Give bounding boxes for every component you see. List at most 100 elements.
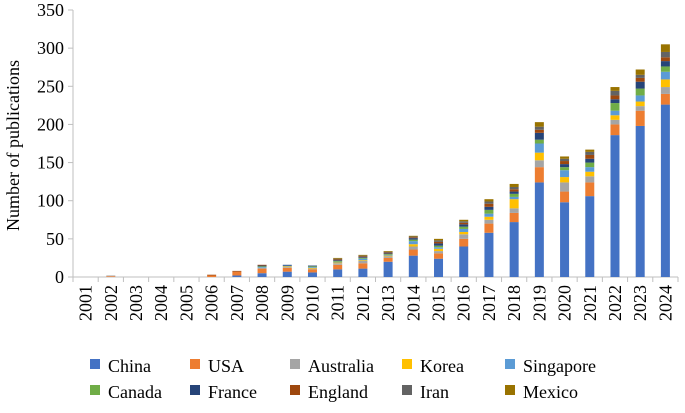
bar-segment-korea-2017 bbox=[484, 216, 494, 220]
legend-label: Iran bbox=[420, 381, 449, 402]
x-tick-label: 2011 bbox=[328, 285, 348, 320]
x-tick-label: 2019 bbox=[529, 285, 549, 321]
bar-segment-iran-2018 bbox=[509, 186, 519, 190]
legend-item-singapore: Singapore bbox=[505, 353, 596, 376]
x-tick-label: 2005 bbox=[176, 285, 196, 321]
bar-segment-australia-2002 bbox=[106, 275, 116, 277]
bar-segment-canada-2008 bbox=[257, 266, 267, 268]
legend-swatch bbox=[190, 384, 200, 395]
x-tick-label: 2017 bbox=[479, 285, 499, 321]
bar-segment-france-2008 bbox=[257, 265, 267, 267]
bar-segment-china-2009 bbox=[282, 271, 292, 277]
bar-segment-australia-2020 bbox=[560, 182, 570, 192]
legend-swatch bbox=[90, 384, 100, 395]
legend-label: Australia bbox=[308, 355, 374, 376]
legend-item-china: China bbox=[90, 353, 151, 376]
bar-segment-usa-2002 bbox=[106, 276, 116, 277]
legend: China USA Australia Korea Singapore Canada Fra… bbox=[0, 350, 685, 410]
bar-segment-usa-2023 bbox=[635, 110, 645, 126]
bar-segment-usa-2018 bbox=[509, 212, 519, 223]
bar-segment-singapore-2020 bbox=[560, 170, 570, 178]
bar-segment-usa-2006 bbox=[207, 275, 217, 277]
bar-segment-france-2023 bbox=[635, 81, 645, 89]
bar-segment-australia-2021 bbox=[585, 176, 595, 183]
bar-segment-china-2022 bbox=[610, 135, 620, 277]
bar-segment-france-2021 bbox=[585, 158, 595, 163]
bar-segment-singapore-2015 bbox=[434, 247, 444, 249]
bar-segment-iran-2017 bbox=[484, 201, 494, 204]
bar-segment-france-2020 bbox=[560, 164, 570, 168]
bar-segment-singapore-2010 bbox=[307, 267, 317, 268]
legend-label: China bbox=[108, 355, 151, 376]
bar-segment-usa-2017 bbox=[484, 223, 494, 233]
bar-segment-france-2016 bbox=[459, 224, 469, 227]
bar-segment-korea-2016 bbox=[459, 231, 469, 235]
bar-segment-singapore-2012 bbox=[358, 258, 368, 261]
bar-segment-mexico-2022 bbox=[610, 87, 620, 91]
bar-segment-australia-2018 bbox=[509, 208, 519, 213]
bar-segment-australia-2013 bbox=[383, 256, 393, 258]
bar-segment-france-2019 bbox=[534, 132, 544, 140]
bar-segment-mexico-2020 bbox=[560, 156, 570, 159]
bar-segment-iran-2023 bbox=[635, 74, 645, 78]
bar-segment-australia-2022 bbox=[610, 119, 620, 125]
bar-segment-england-2006 bbox=[207, 274, 217, 276]
x-tick-label: 2012 bbox=[353, 285, 373, 321]
y-tick-label: 50 bbox=[46, 229, 64, 249]
legend-item-canada: Canada bbox=[90, 379, 162, 402]
bar-segment-usa-2019 bbox=[534, 167, 544, 183]
bar-segment-mexico-2021 bbox=[585, 149, 595, 152]
legend-swatch bbox=[290, 384, 300, 395]
bar-segment-korea-2018 bbox=[509, 199, 519, 209]
x-tick-label: 2007 bbox=[227, 285, 247, 321]
legend-label: Canada bbox=[108, 381, 162, 402]
legend-swatch bbox=[505, 358, 515, 369]
bar-segment-iran-2013 bbox=[383, 251, 393, 253]
bar-segment-canada-2015 bbox=[434, 245, 444, 248]
legend-swatch bbox=[505, 384, 515, 395]
bar-segment-mexico-2012 bbox=[358, 254, 368, 256]
legend-label: Korea bbox=[420, 355, 464, 376]
bar-segment-singapore-2013 bbox=[383, 254, 393, 256]
bar-segment-iran-2015 bbox=[434, 240, 444, 242]
bar-segment-singapore-2019 bbox=[534, 143, 544, 153]
bar-segment-australia-2011 bbox=[333, 263, 343, 265]
legend-item-mexico: Mexico bbox=[505, 379, 578, 402]
bar-segment-china-2016 bbox=[459, 246, 469, 277]
bar-segment-iran-2020 bbox=[560, 158, 570, 162]
bar-segment-australia-2014 bbox=[408, 246, 418, 250]
y-tick-label: 300 bbox=[37, 38, 64, 58]
legend-swatch bbox=[290, 358, 300, 369]
legend-item-korea: Korea bbox=[402, 353, 464, 376]
legend-label: France bbox=[208, 381, 257, 402]
bar-segment-mexico-2018 bbox=[509, 183, 519, 187]
bar-segment-canada-2017 bbox=[484, 209, 494, 214]
bar-segment-usa-2016 bbox=[459, 238, 469, 247]
bar-segment-china-2010 bbox=[307, 272, 317, 277]
bar-segment-canada-2011 bbox=[333, 260, 343, 262]
legend-label: USA bbox=[208, 355, 245, 376]
bar-segment-korea-2011 bbox=[333, 262, 343, 264]
bar-segment-china-2011 bbox=[333, 269, 343, 277]
bar-segment-england-2014 bbox=[408, 237, 418, 239]
bar-segment-korea-2014 bbox=[408, 244, 418, 247]
bar-segment-australia-2017 bbox=[484, 219, 494, 224]
bar-segment-singapore-2008 bbox=[257, 267, 267, 268]
bar-segment-iran-2021 bbox=[585, 151, 595, 155]
bar-segment-canada-2012 bbox=[358, 257, 368, 259]
bar-segment-china-2017 bbox=[484, 232, 494, 277]
x-tick-label: 2001 bbox=[76, 285, 96, 321]
x-tick-label: 2014 bbox=[403, 285, 423, 321]
bar-segment-iran-2024 bbox=[660, 51, 670, 58]
bar-segment-iran-2022 bbox=[610, 90, 620, 96]
bar-segment-singapore-2014 bbox=[408, 241, 418, 245]
bar-segment-mexico-2011 bbox=[333, 257, 343, 259]
bar-segment-usa-2007 bbox=[232, 271, 242, 276]
bar-segment-usa-2012 bbox=[358, 263, 368, 269]
bar-segment-usa-2008 bbox=[257, 268, 267, 274]
bar-segment-singapore-2017 bbox=[484, 213, 494, 217]
bar-segment-singapore-2021 bbox=[585, 167, 595, 172]
bar-segment-singapore-2024 bbox=[660, 71, 670, 80]
bar-segment-canada-2013 bbox=[383, 254, 393, 255]
bar-segment-australia-2012 bbox=[358, 260, 368, 264]
